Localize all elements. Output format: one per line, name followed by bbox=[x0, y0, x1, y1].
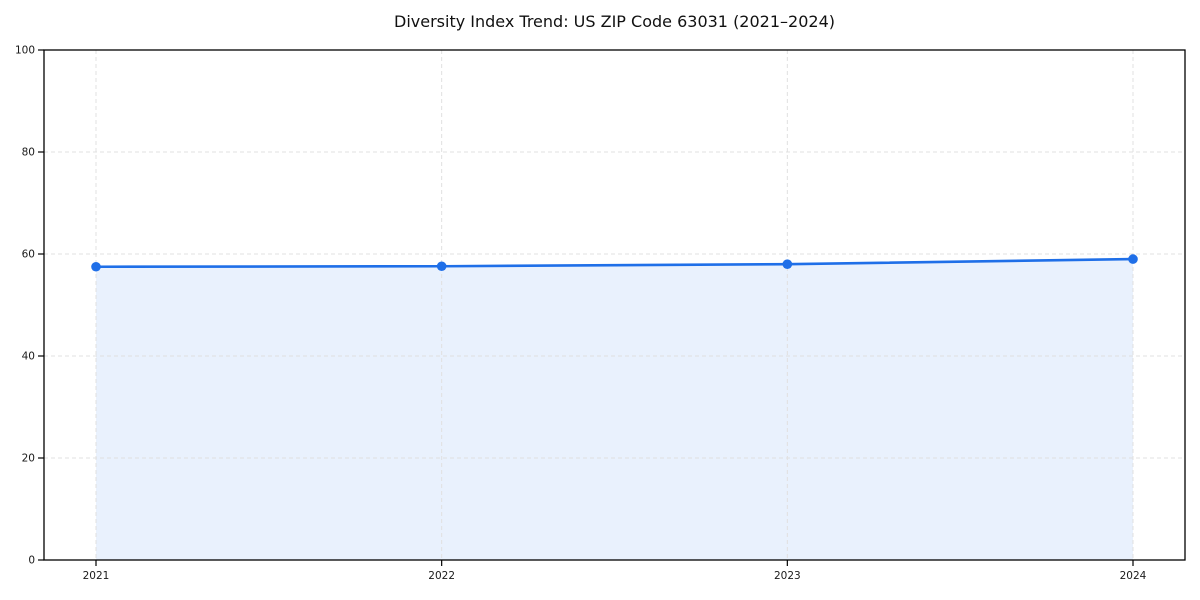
chart-title: Diversity Index Trend: US ZIP Code 63031… bbox=[394, 12, 835, 31]
data-point bbox=[91, 261, 101, 272]
trend-line bbox=[94, 257, 1135, 269]
y-tick-label: 20 bbox=[22, 453, 35, 465]
x-tick-label: 2023 bbox=[774, 570, 801, 582]
data-point bbox=[782, 259, 793, 270]
data-point bbox=[436, 261, 447, 272]
y-tick-label: 60 bbox=[22, 249, 35, 261]
x-tick-label: 2022 bbox=[428, 570, 455, 582]
x-tick-label: 2021 bbox=[83, 570, 110, 582]
y-tick-label: 40 bbox=[22, 351, 35, 363]
y-tick-label: 100 bbox=[15, 45, 35, 57]
y-tick-label: 0 bbox=[28, 555, 35, 567]
x-tick-label: 2024 bbox=[1120, 570, 1147, 582]
plot-border bbox=[43, 49, 1186, 561]
data-point bbox=[1128, 254, 1138, 264]
area-fill bbox=[96, 259, 1133, 560]
y-tick-label: 80 bbox=[22, 147, 35, 159]
